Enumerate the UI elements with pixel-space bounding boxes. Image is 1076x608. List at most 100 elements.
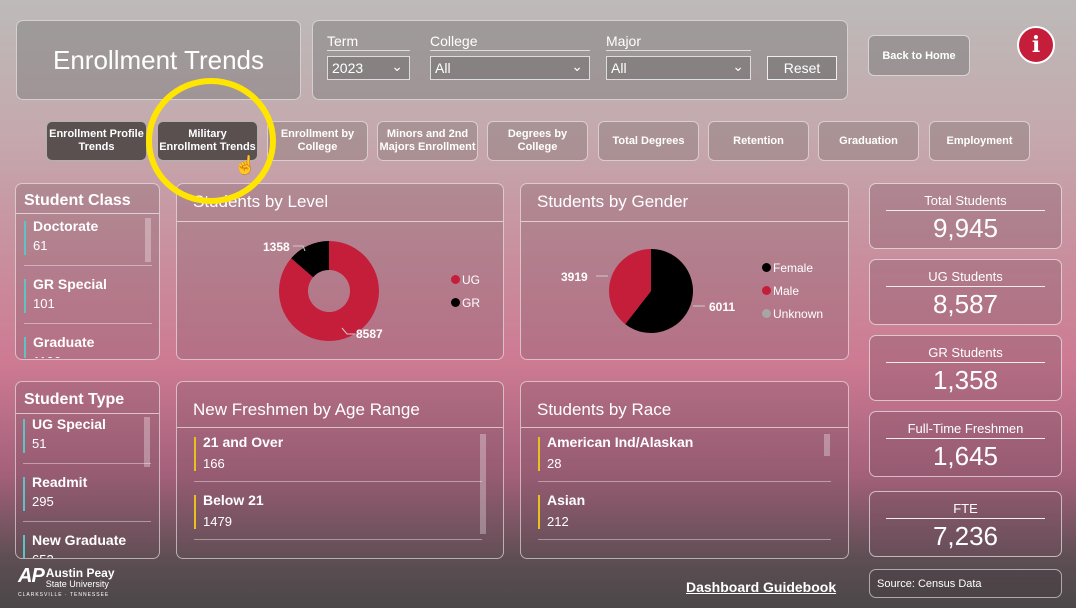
students-by-gender-title: Students by Gender [521,184,848,222]
item-name: Graduate [33,334,95,350]
kpi-ug-students: UG Students 8,587 [869,259,1062,325]
list-item[interactable]: UG Special 51 [23,416,151,474]
major-select[interactable]: All ⌄ [606,56,751,80]
legend-label: UG [462,273,480,287]
kpi-value: 8,587 [932,289,999,319]
students-by-level-chart: 1358 8587 [263,240,383,341]
legend-dot [762,286,771,295]
item-name: Asian [547,492,586,508]
gender-legend: Female Male Unknown [762,257,823,326]
kpi-label: FTE [886,501,1045,519]
item-value: 652 [32,552,151,558]
item-name: 21 and Over [203,434,284,450]
legend-item-male[interactable]: Male [762,280,823,303]
nav-minors-2nd-majors[interactable]: Minors and 2nd Majors Enrollment [377,121,478,161]
slice-male[interactable] [609,249,651,325]
slice-gr[interactable] [291,241,329,278]
scrollbar[interactable] [824,434,830,456]
kpi-label: UG Students [886,269,1045,287]
list-item[interactable]: Graduate 1106 [24,334,152,358]
students-by-race-title: Students by Race [521,382,848,428]
legend-item-female[interactable]: Female [762,257,823,280]
scrollbar[interactable] [480,434,486,534]
legend-dot [762,263,771,272]
legend-item-ug[interactable]: UG [451,269,480,292]
item-value: 166 [203,456,225,471]
major-value: All [611,60,627,76]
nav-degrees-by-college[interactable]: Degrees by College [487,121,588,161]
nav-graduation[interactable]: Graduation [818,121,919,161]
list-item[interactable]: Below 21 1479 [194,492,482,550]
item-name: Readmit [32,474,88,490]
item-name: American Ind/Alaskan [547,434,694,450]
legend-item-unknown[interactable]: Unknown [762,303,823,326]
slice-ug[interactable] [279,241,379,341]
info-icon[interactable]: i [1017,26,1055,64]
student-class-list[interactable]: Doctorate 61 GR Special 101 Graduate 1106 [24,218,152,358]
legend-dot [762,309,771,318]
label-leader [293,245,306,252]
back-to-home-button[interactable]: Back to Home [868,35,970,76]
kpi-value: 9,945 [932,213,999,243]
level-legend: UG GR [451,269,480,315]
legend-label: GR [462,296,480,310]
kpi-total-students: Total Students 9,945 [869,183,1062,249]
list-item[interactable]: American Ind/Alaskan 28 [538,434,831,492]
label-leader [341,327,355,335]
scrollbar[interactable] [145,218,151,262]
legend-label: Unknown [773,307,824,321]
data-label-male: 3919 [561,270,588,284]
kpi-value: 1,358 [932,365,999,395]
college-filter[interactable]: College All ⌄ [430,33,590,80]
list-item[interactable]: Asian 212 [538,492,831,550]
list-item[interactable]: Readmit 295 [23,474,151,532]
nav-enrollment-profile-trends[interactable]: Enrollment Profile Trends [46,121,147,161]
legend-label: Male [773,284,800,298]
term-value: 2023 [332,60,364,76]
student-type-card: Student Type UG Special 51 Readmit 295 New… [15,381,160,559]
college-label: College [430,33,590,51]
item-value: 1479 [203,514,232,529]
kpi-value: 7,236 [932,521,999,551]
item-name: Below 21 [203,492,264,508]
nav-retention[interactable]: Retention [708,121,809,161]
page-title: Enrollment Trends [16,20,301,100]
students-by-race-card: Students by Race American Ind/Alaskan 28 … [520,381,849,559]
student-type-list[interactable]: UG Special 51 Readmit 295 New Graduate 652 [23,416,151,558]
nav-employment[interactable]: Employment [929,121,1030,161]
item-value: 51 [32,436,47,451]
item-value: 212 [547,514,569,529]
term-filter[interactable]: Term 2023 ⌄ [327,33,410,80]
college-select[interactable]: All ⌄ [430,56,590,80]
nav-military-enrollment-trends[interactable]: Military Enrollment Trends [157,121,258,161]
chevron-down-icon: ⌄ [732,58,744,74]
freshmen-age-list[interactable]: 21 and Over 166 Below 21 1479 [194,434,482,554]
kpi-label: Full-Time Freshmen [886,421,1045,439]
chevron-down-icon: ⌄ [571,58,583,74]
data-label-gr: 1358 [263,240,290,254]
nav-enrollment-by-college[interactable]: Enrollment by College [267,121,368,161]
major-label: Major [606,33,751,51]
student-class-title: Student Class [16,184,159,214]
item-name: UG Special [32,416,106,432]
hand-cursor-icon: ☝ [234,155,257,175]
list-item[interactable]: Doctorate 61 [24,218,152,276]
item-value: 101 [33,296,55,311]
source-note: Source: Census Data [869,569,1062,598]
list-item[interactable]: GR Special 101 [24,276,152,334]
term-select[interactable]: 2023 ⌄ [327,56,410,80]
nav-total-degrees[interactable]: Total Degrees [598,121,699,161]
term-label: Term [327,33,410,51]
item-name: New Graduate [32,532,127,548]
race-list[interactable]: American Ind/Alaskan 28 Asian 212 [538,434,831,554]
data-label-female: 6011 [709,300,735,314]
legend-item-gr[interactable]: GR [451,292,480,315]
major-filter[interactable]: Major All ⌄ [606,33,751,80]
dashboard-guidebook-link[interactable]: Dashboard Guidebook [686,579,837,595]
list-item[interactable]: 21 and Over 166 [194,434,482,492]
item-name: Doctorate [33,218,99,234]
scrollbar[interactable] [144,417,150,467]
list-item[interactable]: New Graduate 652 [23,532,151,558]
slice-female[interactable] [625,249,693,333]
reset-button[interactable]: Reset [767,56,837,80]
